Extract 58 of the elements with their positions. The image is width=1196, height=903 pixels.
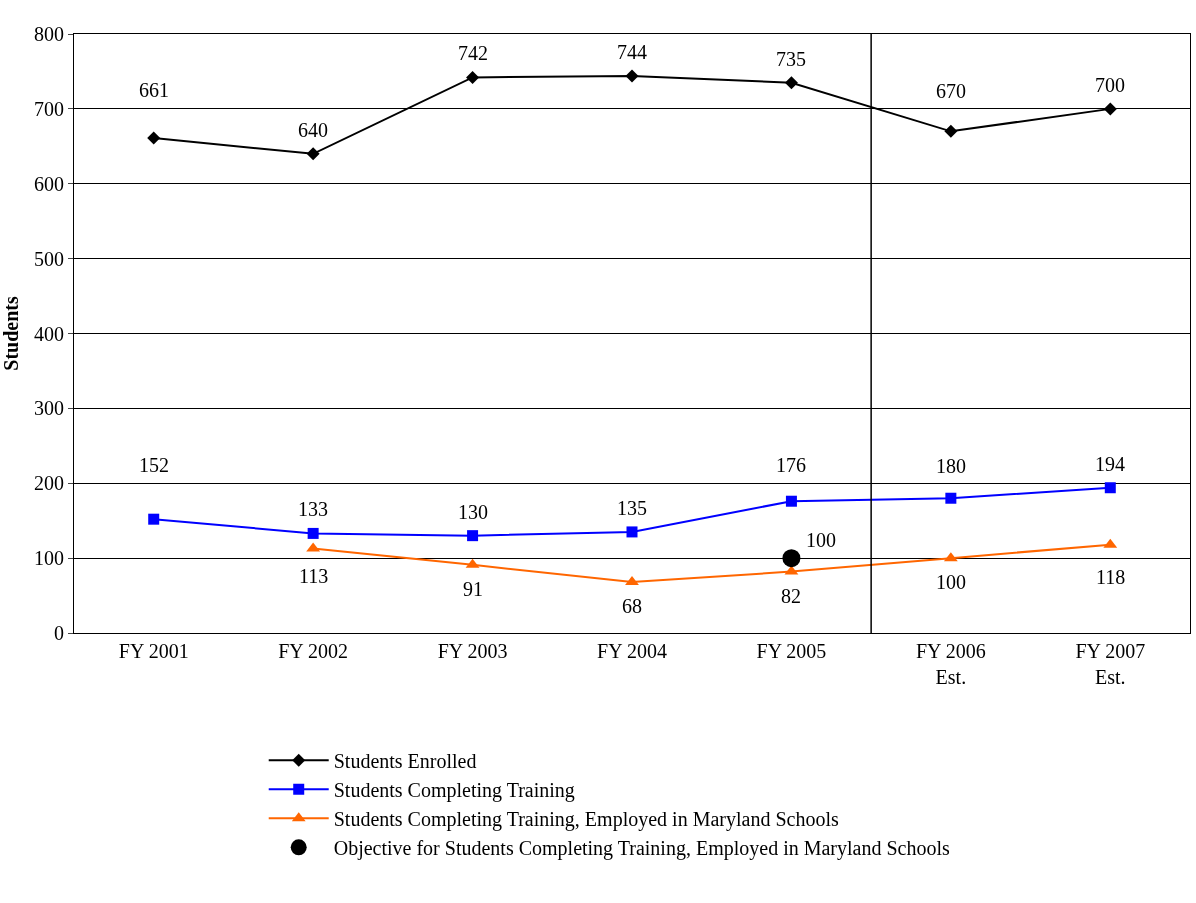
point [1104, 482, 1116, 494]
point [625, 69, 639, 83]
x-tick-label: FY 2002 [278, 640, 349, 662]
point [147, 131, 161, 145]
data-label: 152 [139, 454, 169, 476]
y-tick-label: 800 [34, 23, 64, 45]
y-tick-label: 100 [34, 547, 64, 570]
point [467, 530, 479, 542]
data-label: 735 [776, 48, 806, 70]
x-tick-label: FY 2004 [597, 640, 667, 662]
y-axis-title: Students [0, 296, 22, 371]
data-label: 133 [298, 498, 328, 520]
point [785, 495, 797, 507]
point [306, 147, 320, 161]
point [466, 70, 480, 84]
y-tick-label: 700 [34, 97, 64, 120]
data-label: 82 [781, 585, 801, 607]
point [784, 76, 798, 90]
legend-label: Objective for Students Completing Training, Employed in Maryland Schools [333, 837, 950, 861]
data-label: 135 [617, 497, 647, 519]
x-tick-label: FY 2003 [437, 640, 508, 662]
point [945, 492, 957, 504]
y-tick-label: 400 [34, 322, 64, 345]
data-label: 68 [622, 595, 642, 617]
data-label: 100 [806, 529, 836, 551]
data-label: 700 [1095, 74, 1125, 96]
data-label: 91 [463, 578, 483, 600]
point [626, 526, 638, 538]
legend-label: Students Completing Training [333, 779, 575, 803]
point [307, 527, 319, 539]
point [782, 549, 801, 568]
data-label: 130 [458, 501, 488, 523]
data-label: 118 [1096, 566, 1126, 588]
data-label: 194 [1095, 453, 1125, 475]
y-tick-label: 600 [34, 172, 64, 195]
y-tick-label: 200 [34, 472, 64, 495]
legend-label: Students Enrolled [333, 750, 477, 773]
data-label: 742 [458, 42, 488, 64]
data-label: 670 [936, 80, 966, 102]
point [148, 513, 160, 525]
y-tick-label: 500 [34, 247, 64, 270]
data-label: 744 [617, 41, 647, 63]
data-label: 661 [139, 79, 169, 101]
data-label: 180 [936, 455, 966, 477]
x-tick-label: FY 2006 Est. [915, 640, 986, 688]
legend-label: Students Completing Training, Employed in Maryland Schools [333, 808, 839, 832]
x-tick-label: FY 2005 [756, 640, 827, 662]
y-tick-label: 0 [54, 622, 64, 644]
data-label: 176 [776, 454, 806, 476]
point [1103, 102, 1117, 116]
x-tick-label: FY 2001 [118, 640, 189, 662]
x-tick-label: FY 2007 Est. [1075, 640, 1146, 688]
point [944, 124, 958, 138]
data-label: 113 [299, 565, 329, 587]
data-label: 640 [298, 119, 328, 141]
data-label: 100 [936, 571, 966, 593]
y-tick-label: 300 [34, 397, 64, 420]
point [625, 576, 639, 586]
